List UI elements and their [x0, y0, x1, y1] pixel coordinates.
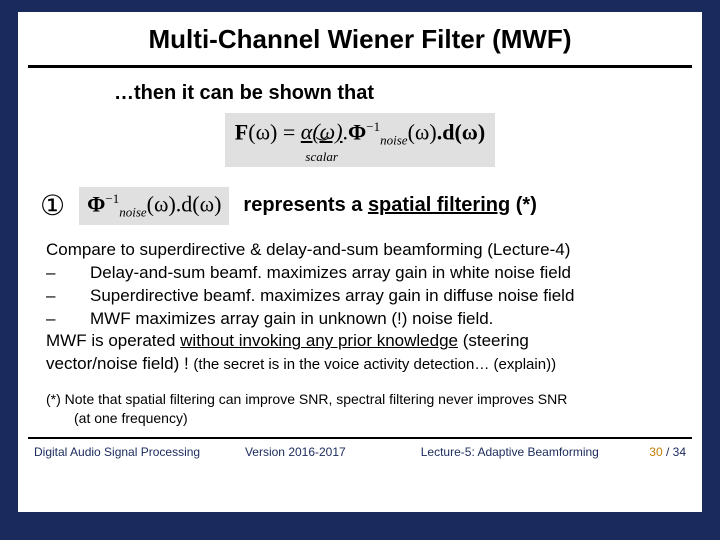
lead-text: …then it can be shown that	[18, 82, 702, 105]
footer-page: 30 / 34	[649, 445, 686, 459]
body-line-6: vector/noise field) ! (the secret is in …	[46, 353, 674, 376]
slide-content: Multi-Channel Wiener Filter (MWF) …then …	[18, 12, 702, 512]
represents-text: represents a spatial filtering (*)	[243, 194, 536, 217]
represents-row: ① Φ−1noise(ω).d(ω) represents a spatial …	[18, 173, 702, 239]
body-text: Compare to superdirective & delay-and-su…	[18, 239, 702, 377]
body-line-1: Compare to superdirective & delay-and-su…	[46, 239, 674, 262]
body-line-4: –MWF maximizes array gain in unknown (!)…	[68, 308, 674, 331]
formula-box: F(ω) = α(ω)︶scalar.Φ−1noise(ω).d(ω)	[225, 113, 495, 167]
formula-spatial: Φ−1noise(ω).d(ω)	[79, 187, 229, 225]
footnote-line-1: (*) Note that spatial filtering can impr…	[46, 390, 674, 408]
footer-lecture: Lecture-5: Adaptive Beamforming	[421, 445, 650, 459]
slide-title: Multi-Channel Wiener Filter (MWF)	[18, 12, 702, 65]
body-line-2: –Delay-and-sum beamf. maximizes array ga…	[68, 262, 674, 285]
footer-course: Digital Audio Signal Processing	[34, 445, 245, 459]
footnote: (*) Note that spatial filtering can impr…	[18, 376, 702, 426]
f-sym: F	[235, 119, 248, 144]
body-line-3: –Superdirective beamf. maximizes array g…	[68, 285, 674, 308]
footer: Digital Audio Signal Processing Version …	[18, 439, 702, 459]
footer-version: Version 2016-2017	[245, 445, 421, 459]
page-current: 30	[649, 445, 662, 459]
title-rule	[28, 65, 692, 68]
body-line-5: MWF is operated without invoking any pri…	[46, 330, 674, 353]
footnote-line-2: (at one frequency)	[46, 409, 674, 427]
marker-1: ①	[40, 189, 65, 223]
page-total: 34	[673, 445, 686, 459]
main-formula: F(ω) = α(ω)︶scalar.Φ−1noise(ω).d(ω)	[18, 113, 702, 167]
alpha-underbrace: α(ω)︶scalar	[301, 119, 343, 165]
